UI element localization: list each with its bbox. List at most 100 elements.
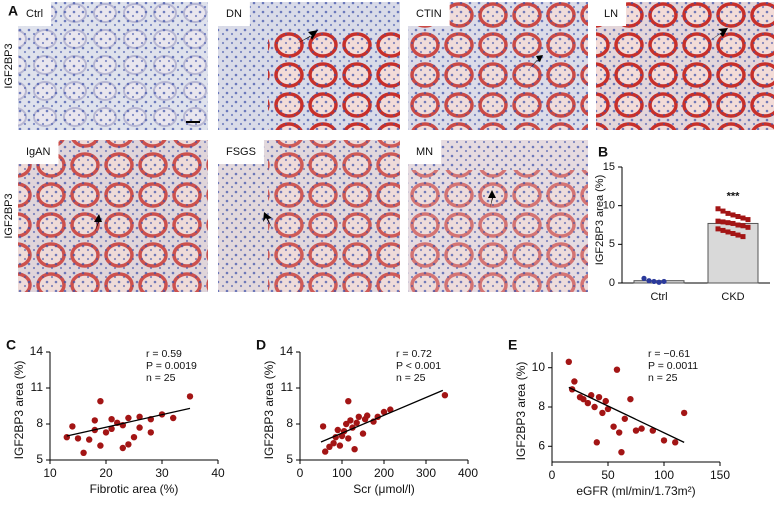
point xyxy=(186,393,194,400)
statistic: r = 0.59 xyxy=(146,348,182,360)
point xyxy=(649,427,656,434)
point xyxy=(136,424,143,431)
micrograph-label: CTIN xyxy=(416,8,442,20)
statistic: P = 0.0011 xyxy=(648,360,698,372)
x-axis-label: eGFR (ml/min/1.73m²) xyxy=(576,484,695,498)
y-axis-label: IGF2BP3 area (%) xyxy=(12,361,26,460)
x-tick-label: 200 xyxy=(374,466,394,480)
x-tick-label: 40 xyxy=(211,466,225,480)
micrograph-nuclei xyxy=(18,140,208,292)
x-tick-label: 0 xyxy=(297,466,304,480)
point xyxy=(130,434,138,441)
point xyxy=(745,224,751,230)
point xyxy=(345,435,352,442)
statistic: n = 25 xyxy=(396,372,426,384)
label-box xyxy=(408,2,450,26)
point xyxy=(715,206,721,212)
point xyxy=(660,437,668,444)
point xyxy=(610,423,617,430)
point xyxy=(322,448,329,455)
y-tick-label: 5 xyxy=(36,452,43,466)
x-tick-label: 150 xyxy=(710,468,730,482)
point xyxy=(345,398,352,405)
point xyxy=(602,397,609,405)
fit-line xyxy=(66,407,191,437)
point xyxy=(119,444,127,452)
y-tick-label: 5 xyxy=(609,238,615,250)
point xyxy=(613,366,621,373)
row-label: IGF2BP3 xyxy=(3,43,15,88)
panel-label: D xyxy=(256,337,266,353)
y-axis-label: IGF2BP3 area (%) xyxy=(514,362,528,461)
point xyxy=(725,220,731,226)
x-tick-label: 20 xyxy=(99,466,113,480)
statistic: P = 0.0019 xyxy=(146,360,197,372)
statistic: n = 25 xyxy=(648,372,678,384)
point xyxy=(380,408,388,416)
y-tick-label: 11 xyxy=(31,380,44,394)
point xyxy=(319,423,327,430)
point xyxy=(330,440,337,447)
point xyxy=(326,443,333,450)
y-tick-label: 10 xyxy=(603,200,615,212)
panel-label: B xyxy=(598,144,608,160)
label-box xyxy=(18,2,52,26)
y-tick-label: 15 xyxy=(603,161,615,173)
point xyxy=(74,435,82,442)
point xyxy=(125,414,132,422)
point xyxy=(593,439,600,446)
point xyxy=(740,215,746,221)
statistic: r = 0.72 xyxy=(396,348,432,360)
y-tick-label: 8 xyxy=(538,399,545,413)
point xyxy=(97,442,104,449)
point xyxy=(735,232,741,238)
x-tick-label: CKD xyxy=(721,291,744,303)
x-tick-label: 30 xyxy=(155,466,169,480)
point xyxy=(651,278,657,285)
label-box xyxy=(596,2,627,26)
y-tick-label: 10 xyxy=(532,360,546,374)
point xyxy=(720,208,726,214)
fit-line xyxy=(568,386,685,443)
y-tick-label: 8 xyxy=(36,416,43,430)
point xyxy=(599,409,606,417)
significance: *** xyxy=(727,191,741,203)
statistic: n = 25 xyxy=(146,372,176,384)
point xyxy=(69,423,76,430)
point xyxy=(618,448,625,456)
y-tick-label: 6 xyxy=(538,438,545,452)
row-label: IGF2BP3 xyxy=(3,193,15,238)
point xyxy=(720,219,726,225)
point xyxy=(565,358,572,366)
point xyxy=(680,409,688,417)
point xyxy=(353,419,360,426)
point xyxy=(725,229,731,235)
point xyxy=(595,393,603,401)
point xyxy=(632,427,640,434)
x-tick-label: 50 xyxy=(601,468,615,482)
point xyxy=(730,231,736,237)
point xyxy=(715,226,721,232)
point xyxy=(441,392,449,399)
micrographs xyxy=(18,2,774,292)
statistic: P < 0.001 xyxy=(396,360,441,372)
point xyxy=(720,227,726,233)
y-tick-label: 5 xyxy=(286,452,293,466)
point xyxy=(661,278,667,285)
micrograph-nuclei xyxy=(408,140,588,292)
x-tick-label: 100 xyxy=(332,466,352,480)
micrograph-label: IgAN xyxy=(26,146,51,158)
label-box xyxy=(18,140,59,164)
point xyxy=(170,414,177,422)
x-tick-label: 0 xyxy=(549,468,556,482)
panel-label: C xyxy=(6,337,16,353)
point xyxy=(730,212,736,218)
point xyxy=(725,210,731,216)
point xyxy=(740,234,746,240)
x-tick-label: 300 xyxy=(416,466,436,480)
point xyxy=(334,426,341,434)
micrograph-label: DN xyxy=(226,8,242,20)
x-axis-label: Fibrotic area (%) xyxy=(90,482,179,496)
x-tick-label: 10 xyxy=(43,466,57,480)
